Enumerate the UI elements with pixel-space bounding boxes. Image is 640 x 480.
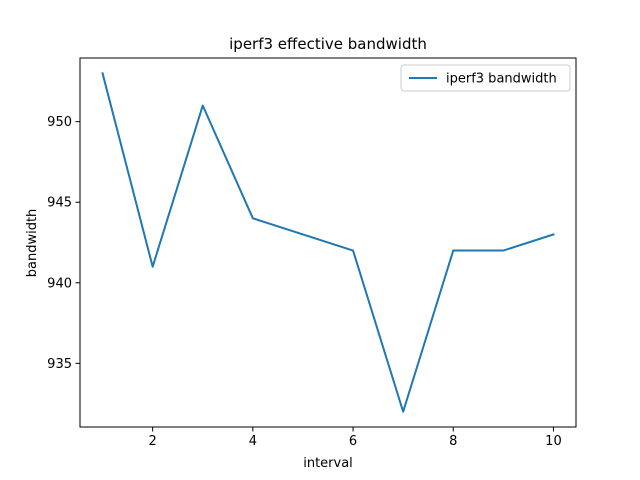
x-tick-label: 6 [349,434,357,449]
y-axis-label: bandwidth [25,209,40,278]
y-tick-label: 940 [47,276,72,291]
x-tick-label: 4 [249,434,257,449]
series-line-0 [101,72,555,413]
x-axis-label: interval [303,456,353,471]
chart-title: iperf3 effective bandwidth [229,35,427,53]
y-tick-label: 950 [47,115,72,130]
x-tick-label: 2 [149,434,157,449]
legend-box [400,64,571,92]
legend-label-0: iperf3 bandwidth [446,72,557,87]
x-tick-label: 8 [449,434,457,449]
y-tick-label: 945 [47,196,72,211]
axes-frame [79,57,577,428]
x-tick-label: 10 [545,434,562,449]
plot-area: 2 4 6 8 10 935 940 945 950 iperf3 bandwidth [47,57,577,449]
y-tick-label: 935 [47,357,72,372]
